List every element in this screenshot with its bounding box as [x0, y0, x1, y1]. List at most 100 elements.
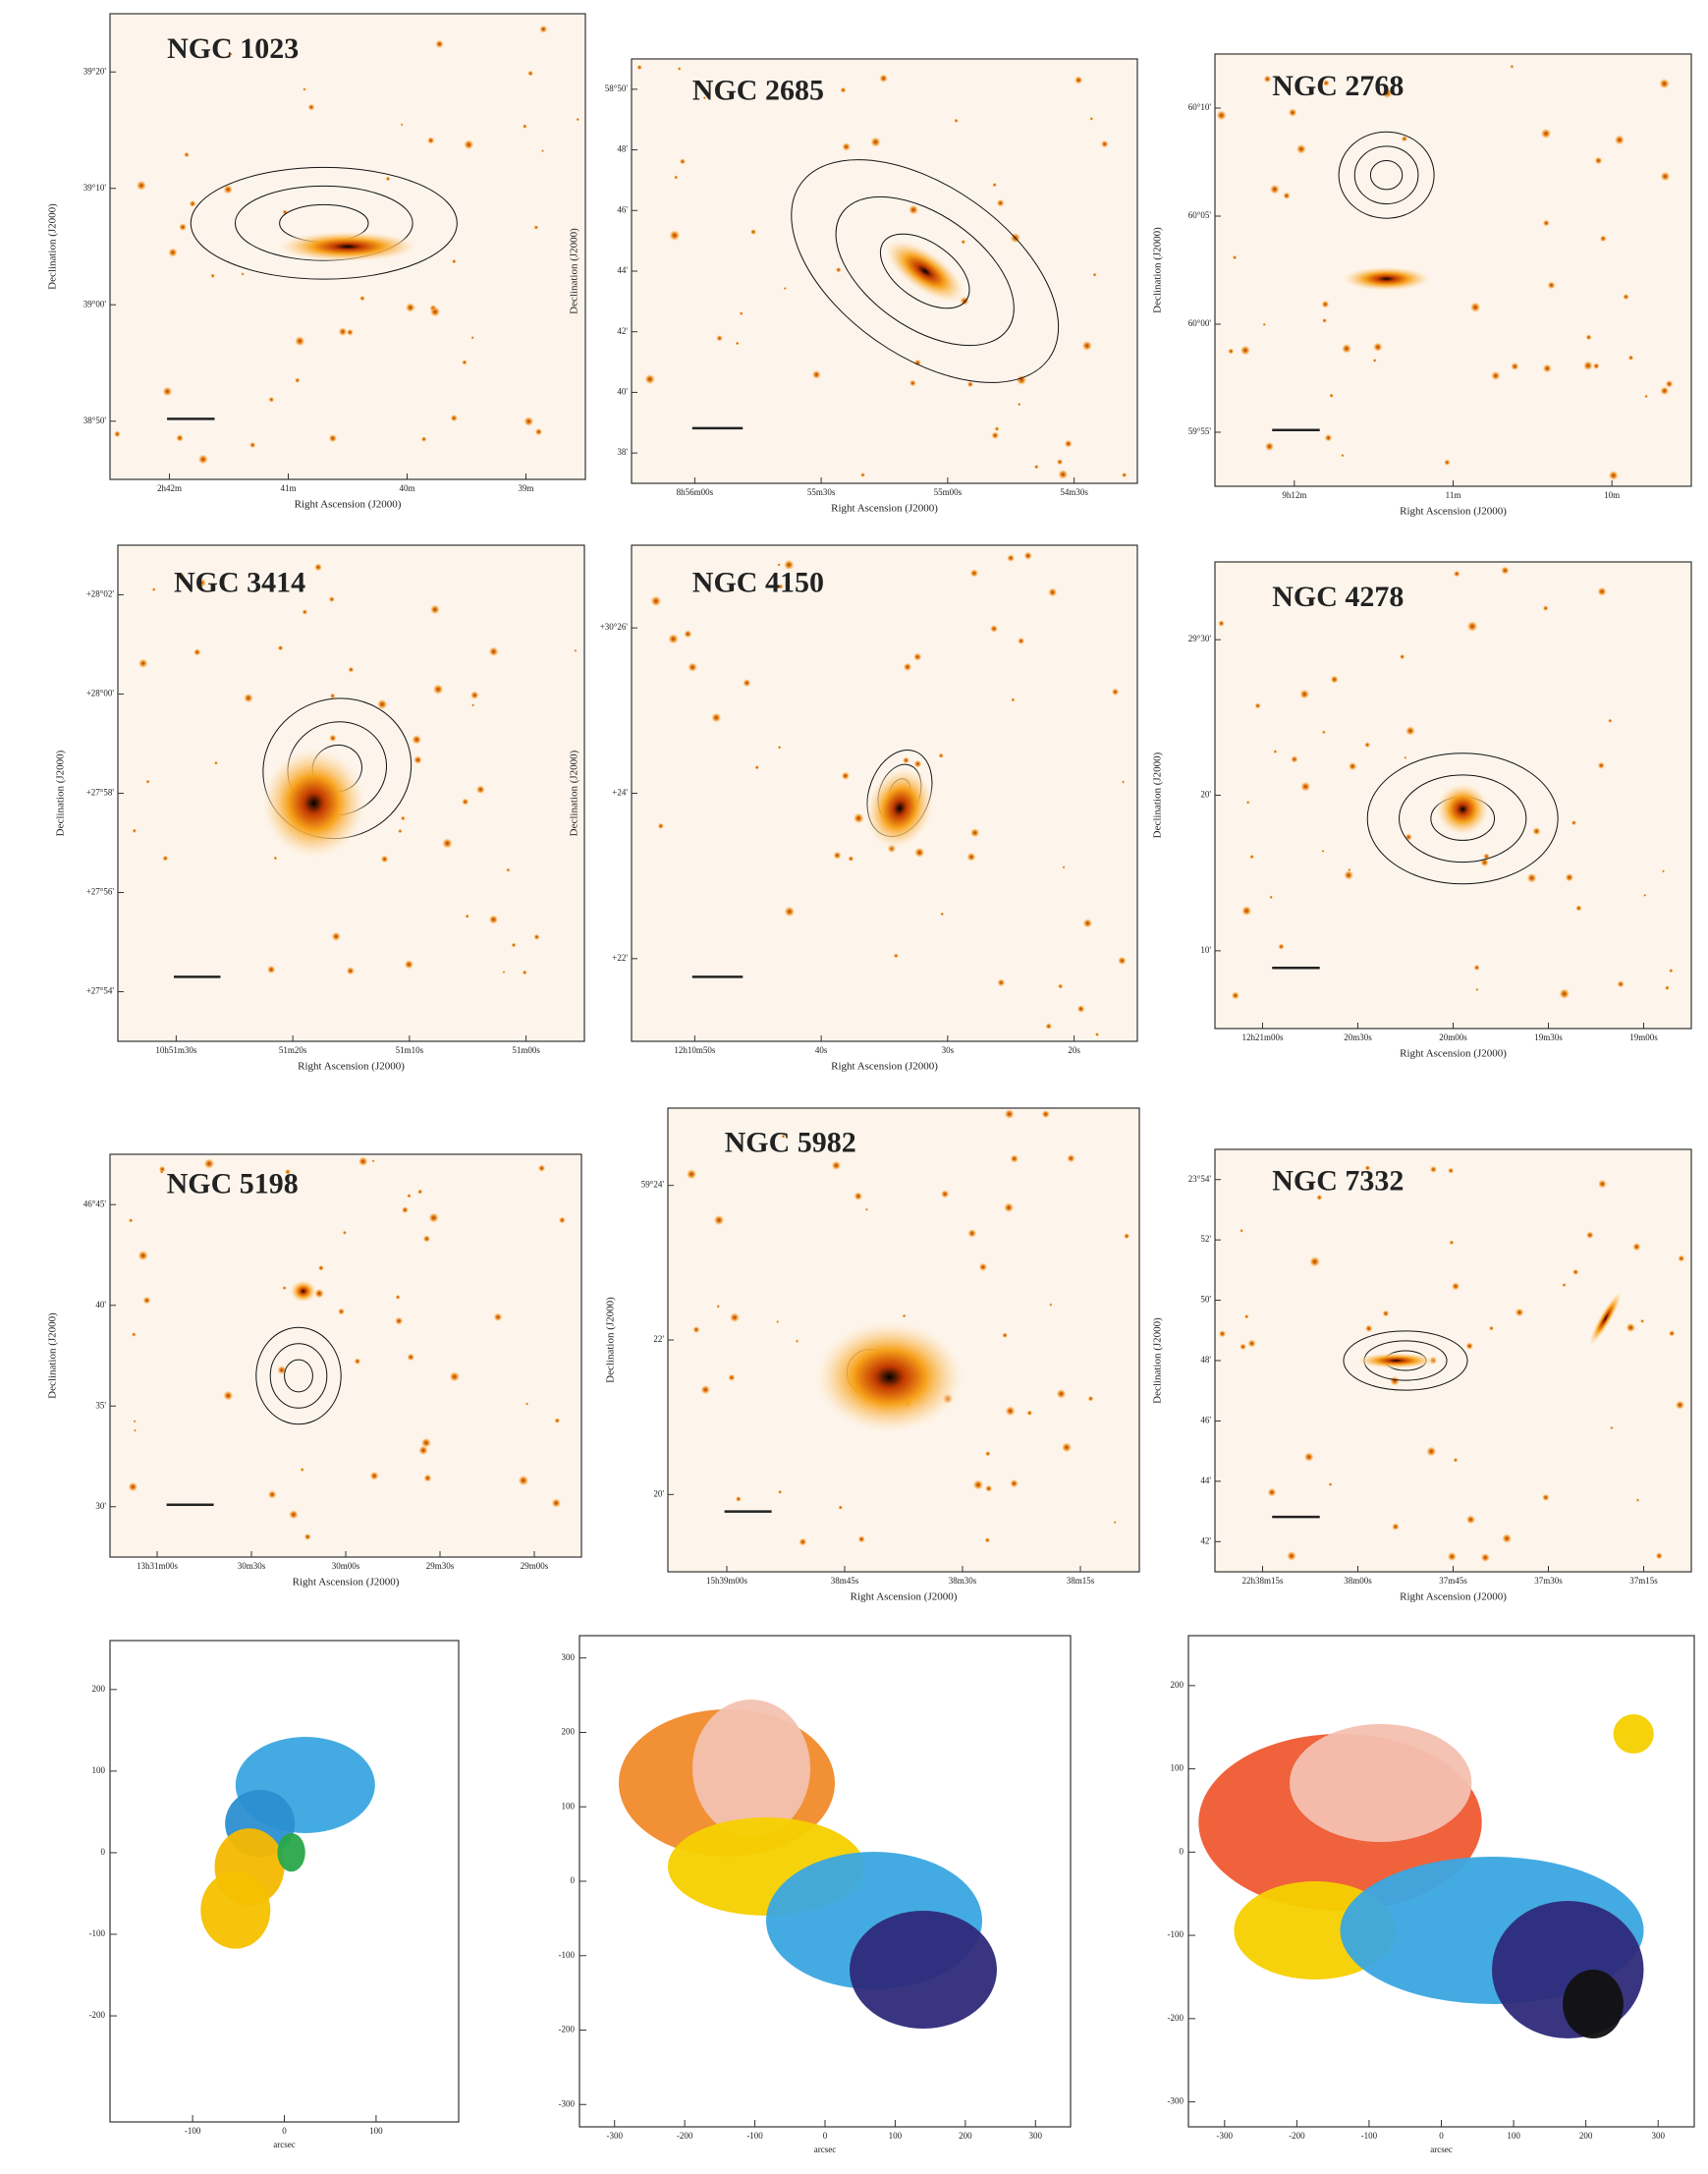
y-tick-label: -100	[89, 1928, 106, 1938]
x-tick-label: 200	[1579, 2131, 1593, 2141]
star	[1309, 1256, 1320, 1267]
star	[462, 799, 468, 806]
y-axis-label: Declination (J2000)	[1152, 752, 1164, 838]
x-tick-label: 11m	[1446, 490, 1461, 500]
x-tick-label: 12h21m00s	[1241, 1032, 1284, 1042]
star	[303, 87, 306, 91]
y-tick-label: 20'	[653, 1488, 664, 1498]
star	[1011, 697, 1015, 701]
star	[402, 1206, 409, 1213]
star	[1273, 750, 1277, 753]
star	[1473, 965, 1479, 971]
star	[668, 634, 679, 644]
star	[1404, 756, 1406, 759]
star	[1004, 1202, 1014, 1212]
star	[1571, 820, 1576, 825]
star	[1331, 676, 1339, 684]
star	[1026, 1410, 1032, 1416]
y-tick-label: 60°10'	[1188, 102, 1212, 112]
star	[799, 1538, 806, 1546]
star	[1074, 76, 1083, 84]
star	[1365, 1324, 1373, 1332]
star	[551, 1498, 561, 1508]
star	[1077, 1005, 1085, 1013]
star	[776, 1320, 779, 1323]
star	[476, 785, 485, 794]
x-tick-label: 10m	[1604, 490, 1620, 500]
star	[1341, 454, 1345, 458]
star	[1609, 471, 1619, 480]
star	[1101, 140, 1109, 148]
star	[1042, 1110, 1050, 1118]
galaxy-name: NGC 5198	[167, 1168, 299, 1200]
y-tick-label: -200	[559, 2025, 576, 2035]
x-axis-label: Right Ascension (J2000)	[831, 503, 938, 515]
star	[452, 259, 457, 264]
star	[533, 934, 539, 940]
star	[1122, 473, 1127, 477]
star	[395, 1316, 403, 1324]
star	[1543, 363, 1552, 372]
star	[1656, 1552, 1663, 1559]
star	[1267, 1488, 1276, 1497]
star	[1083, 919, 1093, 928]
star	[1321, 301, 1329, 308]
star	[1287, 1551, 1296, 1561]
star	[489, 915, 499, 924]
x-axis-label: arcsec	[814, 2145, 836, 2154]
star	[184, 152, 190, 158]
star	[470, 336, 473, 339]
star	[1640, 1319, 1644, 1323]
star	[1304, 1452, 1314, 1462]
star	[523, 417, 533, 426]
star	[1240, 345, 1250, 355]
x-tick-label: 200	[959, 2131, 972, 2141]
star	[489, 646, 499, 656]
star	[329, 596, 335, 602]
star	[462, 360, 468, 365]
x-tick-label: 38m00s	[1344, 1576, 1372, 1586]
y-tick-label: +27°56'	[86, 887, 115, 897]
star	[1002, 1332, 1008, 1338]
star	[836, 267, 842, 273]
star	[1118, 957, 1127, 966]
star	[1216, 110, 1226, 120]
galaxy	[289, 1279, 317, 1304]
star	[348, 667, 354, 673]
star	[1329, 1482, 1333, 1486]
star	[636, 65, 642, 71]
star	[938, 753, 943, 757]
star	[1510, 65, 1514, 69]
star	[1511, 362, 1518, 370]
star	[1608, 719, 1612, 723]
star	[1058, 983, 1063, 988]
galaxy-name: NGC 4278	[1272, 581, 1404, 613]
star	[1095, 1032, 1099, 1036]
x-tick-label: 39m	[518, 483, 533, 493]
x-tick-label: 30s	[942, 1045, 955, 1055]
star	[114, 430, 121, 437]
star	[1300, 782, 1310, 792]
x-tick-label: 38m45s	[831, 1576, 859, 1586]
star	[1467, 621, 1478, 632]
galaxy	[1339, 266, 1434, 292]
star	[134, 1429, 137, 1432]
star	[1501, 566, 1510, 575]
star	[979, 1262, 988, 1271]
star	[1666, 380, 1674, 388]
star	[848, 856, 854, 862]
star	[1058, 470, 1068, 479]
star	[894, 953, 899, 958]
star	[442, 838, 453, 849]
y-tick-label: 60°05'	[1188, 210, 1212, 220]
star	[295, 336, 305, 347]
star	[1562, 1283, 1566, 1287]
star	[1321, 850, 1324, 853]
star	[241, 272, 244, 275]
star	[347, 967, 355, 975]
y-tick-label: 38'	[617, 447, 628, 457]
star	[658, 823, 664, 829]
star	[244, 694, 253, 703]
x-tick-label: -200	[677, 2131, 693, 2141]
star	[1594, 156, 1602, 164]
